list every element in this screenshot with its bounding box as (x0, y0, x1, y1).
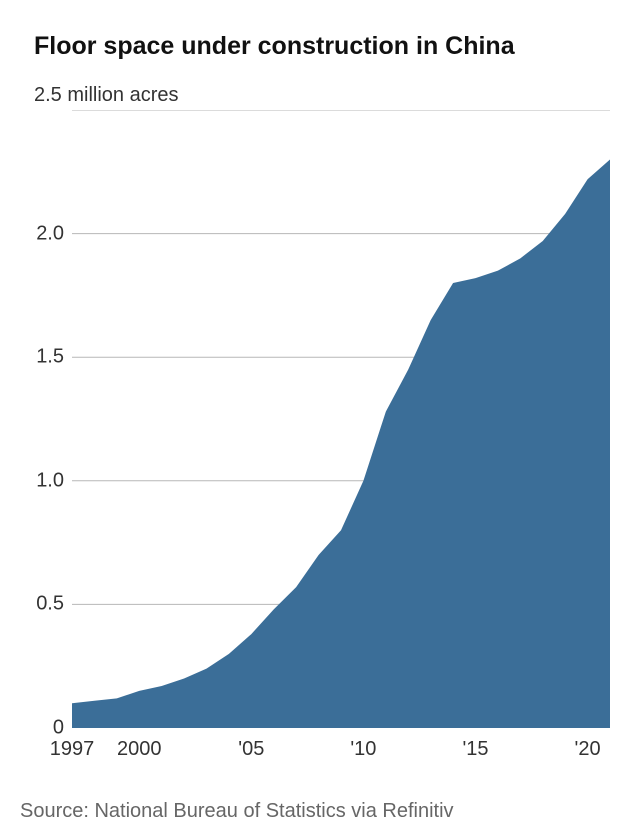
y-axis-unit-label: 2.5 million acres (34, 84, 179, 107)
x-tick-label: '10 (350, 738, 376, 761)
area-series (72, 159, 610, 728)
x-tick-label: '05 (238, 738, 264, 761)
x-tick-label: '15 (462, 738, 488, 761)
source-text: Source: National Bureau of Statistics vi… (20, 800, 454, 823)
y-tick-label: 1.0 (36, 469, 64, 492)
y-tick-label: 0.5 (36, 593, 64, 616)
x-tick-label: 1997 (50, 738, 95, 761)
y-tick-label: 1.5 (36, 346, 64, 369)
y-tick-label: 0 (53, 717, 64, 740)
x-tick-label: 2000 (117, 738, 162, 761)
y-tick-label: 2.0 (36, 222, 64, 245)
area-chart (72, 110, 610, 728)
x-tick-label: '20 (575, 738, 601, 761)
chart-title: Floor space under construction in China (34, 32, 515, 61)
